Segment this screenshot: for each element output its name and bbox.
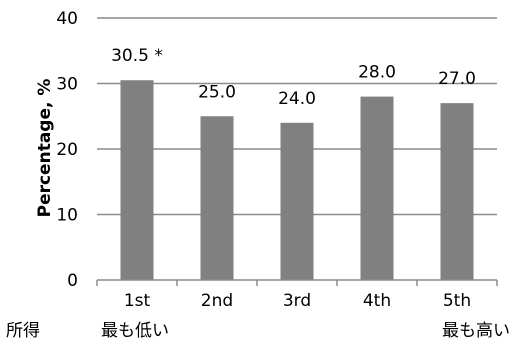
x-axis: 1st 2nd 3rd 4th 5th (96, 279, 498, 311)
data-label-5th: 27.0 (438, 69, 476, 89)
highest-income-label: 最も高い (442, 321, 510, 341)
data-label-1st: 30.5 * (111, 46, 163, 66)
y-tick-label: 40 (56, 9, 78, 29)
y-tick-label: 0 (67, 271, 78, 291)
y-axis-label: Percentage, % (35, 79, 55, 218)
x-tick-label-1st: 1st (124, 291, 151, 311)
data-labels: 30.5 * 25.0 24.0 28.0 27.0 (111, 46, 476, 109)
bars (120, 80, 474, 281)
y-tick-label: 30 (56, 75, 78, 95)
bar-1st (120, 80, 154, 280)
data-label-2nd: 25.0 (198, 82, 236, 102)
bar-5th (440, 103, 474, 281)
bar-2nd (200, 116, 234, 280)
bar-3rd (280, 122, 314, 280)
y-tick-label: 10 (56, 206, 78, 226)
x-tick-label-3rd: 3rd (283, 291, 311, 311)
bar-4th (360, 96, 394, 280)
x-tick-label-4th: 4th (363, 291, 391, 311)
income-label: 所得 (6, 321, 40, 341)
y-tick-label: 20 (56, 140, 78, 160)
data-label-4th: 28.0 (358, 63, 396, 83)
x-tick-label-5th: 5th (443, 291, 471, 311)
data-label-3rd: 24.0 (278, 89, 316, 109)
lowest-income-label: 最も低い (101, 321, 169, 341)
x-tick-label-2nd: 2nd (201, 291, 233, 311)
y-axis-tick-labels: 0 10 20 30 40 (56, 9, 78, 291)
